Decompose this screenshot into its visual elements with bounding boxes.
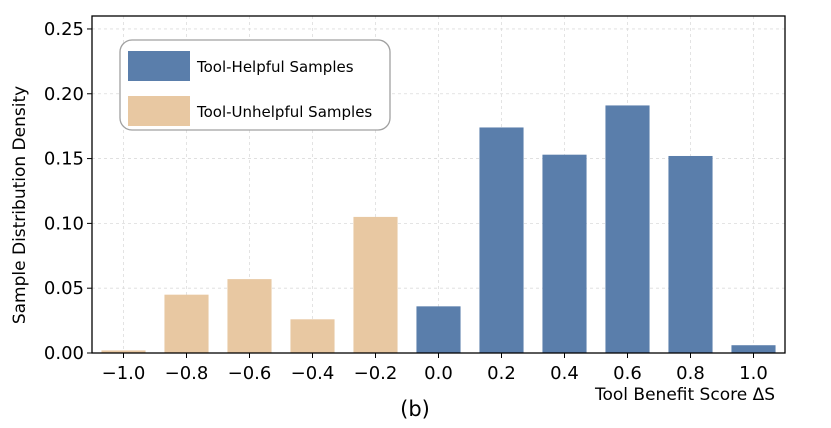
bar-tool-unhelpful — [101, 350, 146, 353]
y-axis-label: Sample Distribution Density — [10, 86, 30, 324]
x-axis-label: Tool Benefit Score ΔS — [594, 385, 775, 405]
x-tick-label: 0.8 — [676, 363, 705, 384]
y-tick-label: 0.25 — [44, 19, 84, 40]
bar-tool-helpful — [668, 155, 713, 353]
x-tick-label: 0.0 — [424, 363, 453, 384]
legend: Tool-Helpful Samples Tool-Unhelpful Samp… — [119, 39, 391, 131]
bar-tool-helpful — [416, 306, 461, 353]
x-tick-label: −0.4 — [291, 363, 335, 384]
y-tick-label: 0.20 — [44, 84, 84, 105]
x-tick-label: −0.8 — [165, 363, 209, 384]
x-tick-label: 1.0 — [739, 363, 768, 384]
y-tick-label: 0.15 — [44, 149, 84, 170]
bar-tool-unhelpful — [164, 294, 209, 353]
x-tick-label: −0.2 — [354, 363, 398, 384]
bar-tool-unhelpful — [353, 216, 398, 353]
y-tick-label: 0.00 — [44, 343, 84, 364]
y-axis-ticks: 0.00 0.05 0.10 0.15 0.20 0.25 — [44, 19, 92, 364]
x-tick-label: −0.6 — [228, 363, 272, 384]
bar-tool-helpful — [731, 345, 776, 353]
legend-label-helpful: Tool-Helpful Samples — [196, 58, 354, 76]
x-axis-ticks: −1.0 −0.8 −0.6 −0.4 −0.2 0.0 0.2 0.4 0.6 0.8 1.0 — [102, 353, 768, 384]
legend-swatch-unhelpful — [128, 96, 190, 126]
y-tick-label: 0.10 — [44, 213, 84, 234]
legend-swatch-helpful — [128, 51, 190, 81]
x-tick-label: −1.0 — [102, 363, 146, 384]
x-tick-label: 0.6 — [613, 363, 642, 384]
bar-tool-helpful — [542, 154, 587, 353]
x-tick-label: 0.2 — [487, 363, 516, 384]
bar-tool-helpful — [605, 105, 650, 353]
bar-tool-unhelpful — [290, 319, 335, 353]
bar-tool-unhelpful — [227, 279, 272, 353]
y-tick-label: 0.05 — [44, 278, 84, 299]
bar-tool-helpful — [479, 127, 524, 353]
figure-caption: (b) — [400, 397, 430, 421]
legend-label-unhelpful: Tool-Unhelpful Samples — [196, 103, 372, 121]
x-tick-label: 0.4 — [550, 363, 579, 384]
bars — [101, 105, 776, 353]
